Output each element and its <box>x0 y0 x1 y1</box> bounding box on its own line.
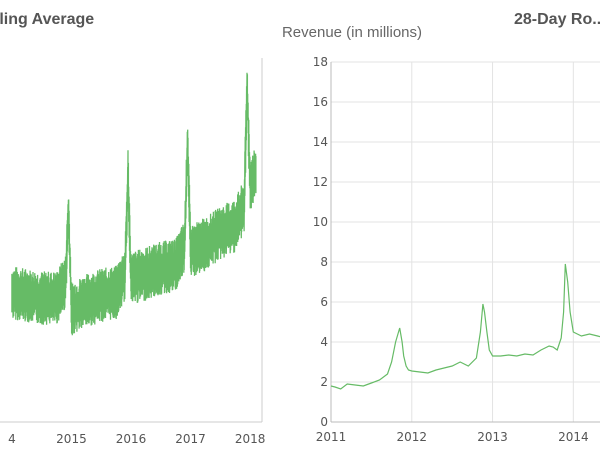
revenue-y-tick-label: 4 <box>320 335 328 349</box>
revenue-y-tick-label: 0 <box>320 415 328 429</box>
left-x-tick-label: 2018 <box>235 432 266 446</box>
revenue-y-tick-label: 8 <box>320 255 328 269</box>
revenue-y-tick-label: 6 <box>320 295 328 309</box>
chart-1-title: ...ling Average <box>0 11 94 28</box>
revenue-y-tick-label: 10 <box>313 215 328 229</box>
revenue-x-tick-label: 2013 <box>477 430 508 444</box>
chart-2-title: Revenue (in millions) <box>282 24 422 41</box>
revenue-y-tick-label: 2 <box>320 375 328 389</box>
revenue-x-tick-label: 2012 <box>397 430 428 444</box>
left-x-tick-label: 4 <box>8 432 16 446</box>
rolling-average-series <box>11 72 257 336</box>
revenue-x-tick-label: 2014 <box>558 430 589 444</box>
revenue-y-tick-label: 18 <box>313 55 328 69</box>
revenue-y-tick-label: 14 <box>313 135 328 149</box>
rolling-average-chart: 4 2015 2016 2017 2018 <box>0 58 265 446</box>
left-x-tick-label: 2015 <box>56 432 87 446</box>
revenue-series-line <box>330 263 600 390</box>
revenue-y-tick-label: 12 <box>313 175 328 189</box>
revenue-x-tick-label: 2011 <box>316 430 347 444</box>
chart-3-title: 28-Day Ro... <box>514 11 600 28</box>
revenue-y-tick-label: 16 <box>313 95 328 109</box>
left-x-tick-label: 2016 <box>116 432 147 446</box>
left-x-tick-label: 2017 <box>175 432 206 446</box>
revenue-chart: 0 2 4 6 8 10 12 14 16 18 2011 2012 2013 2014 <box>313 55 600 444</box>
